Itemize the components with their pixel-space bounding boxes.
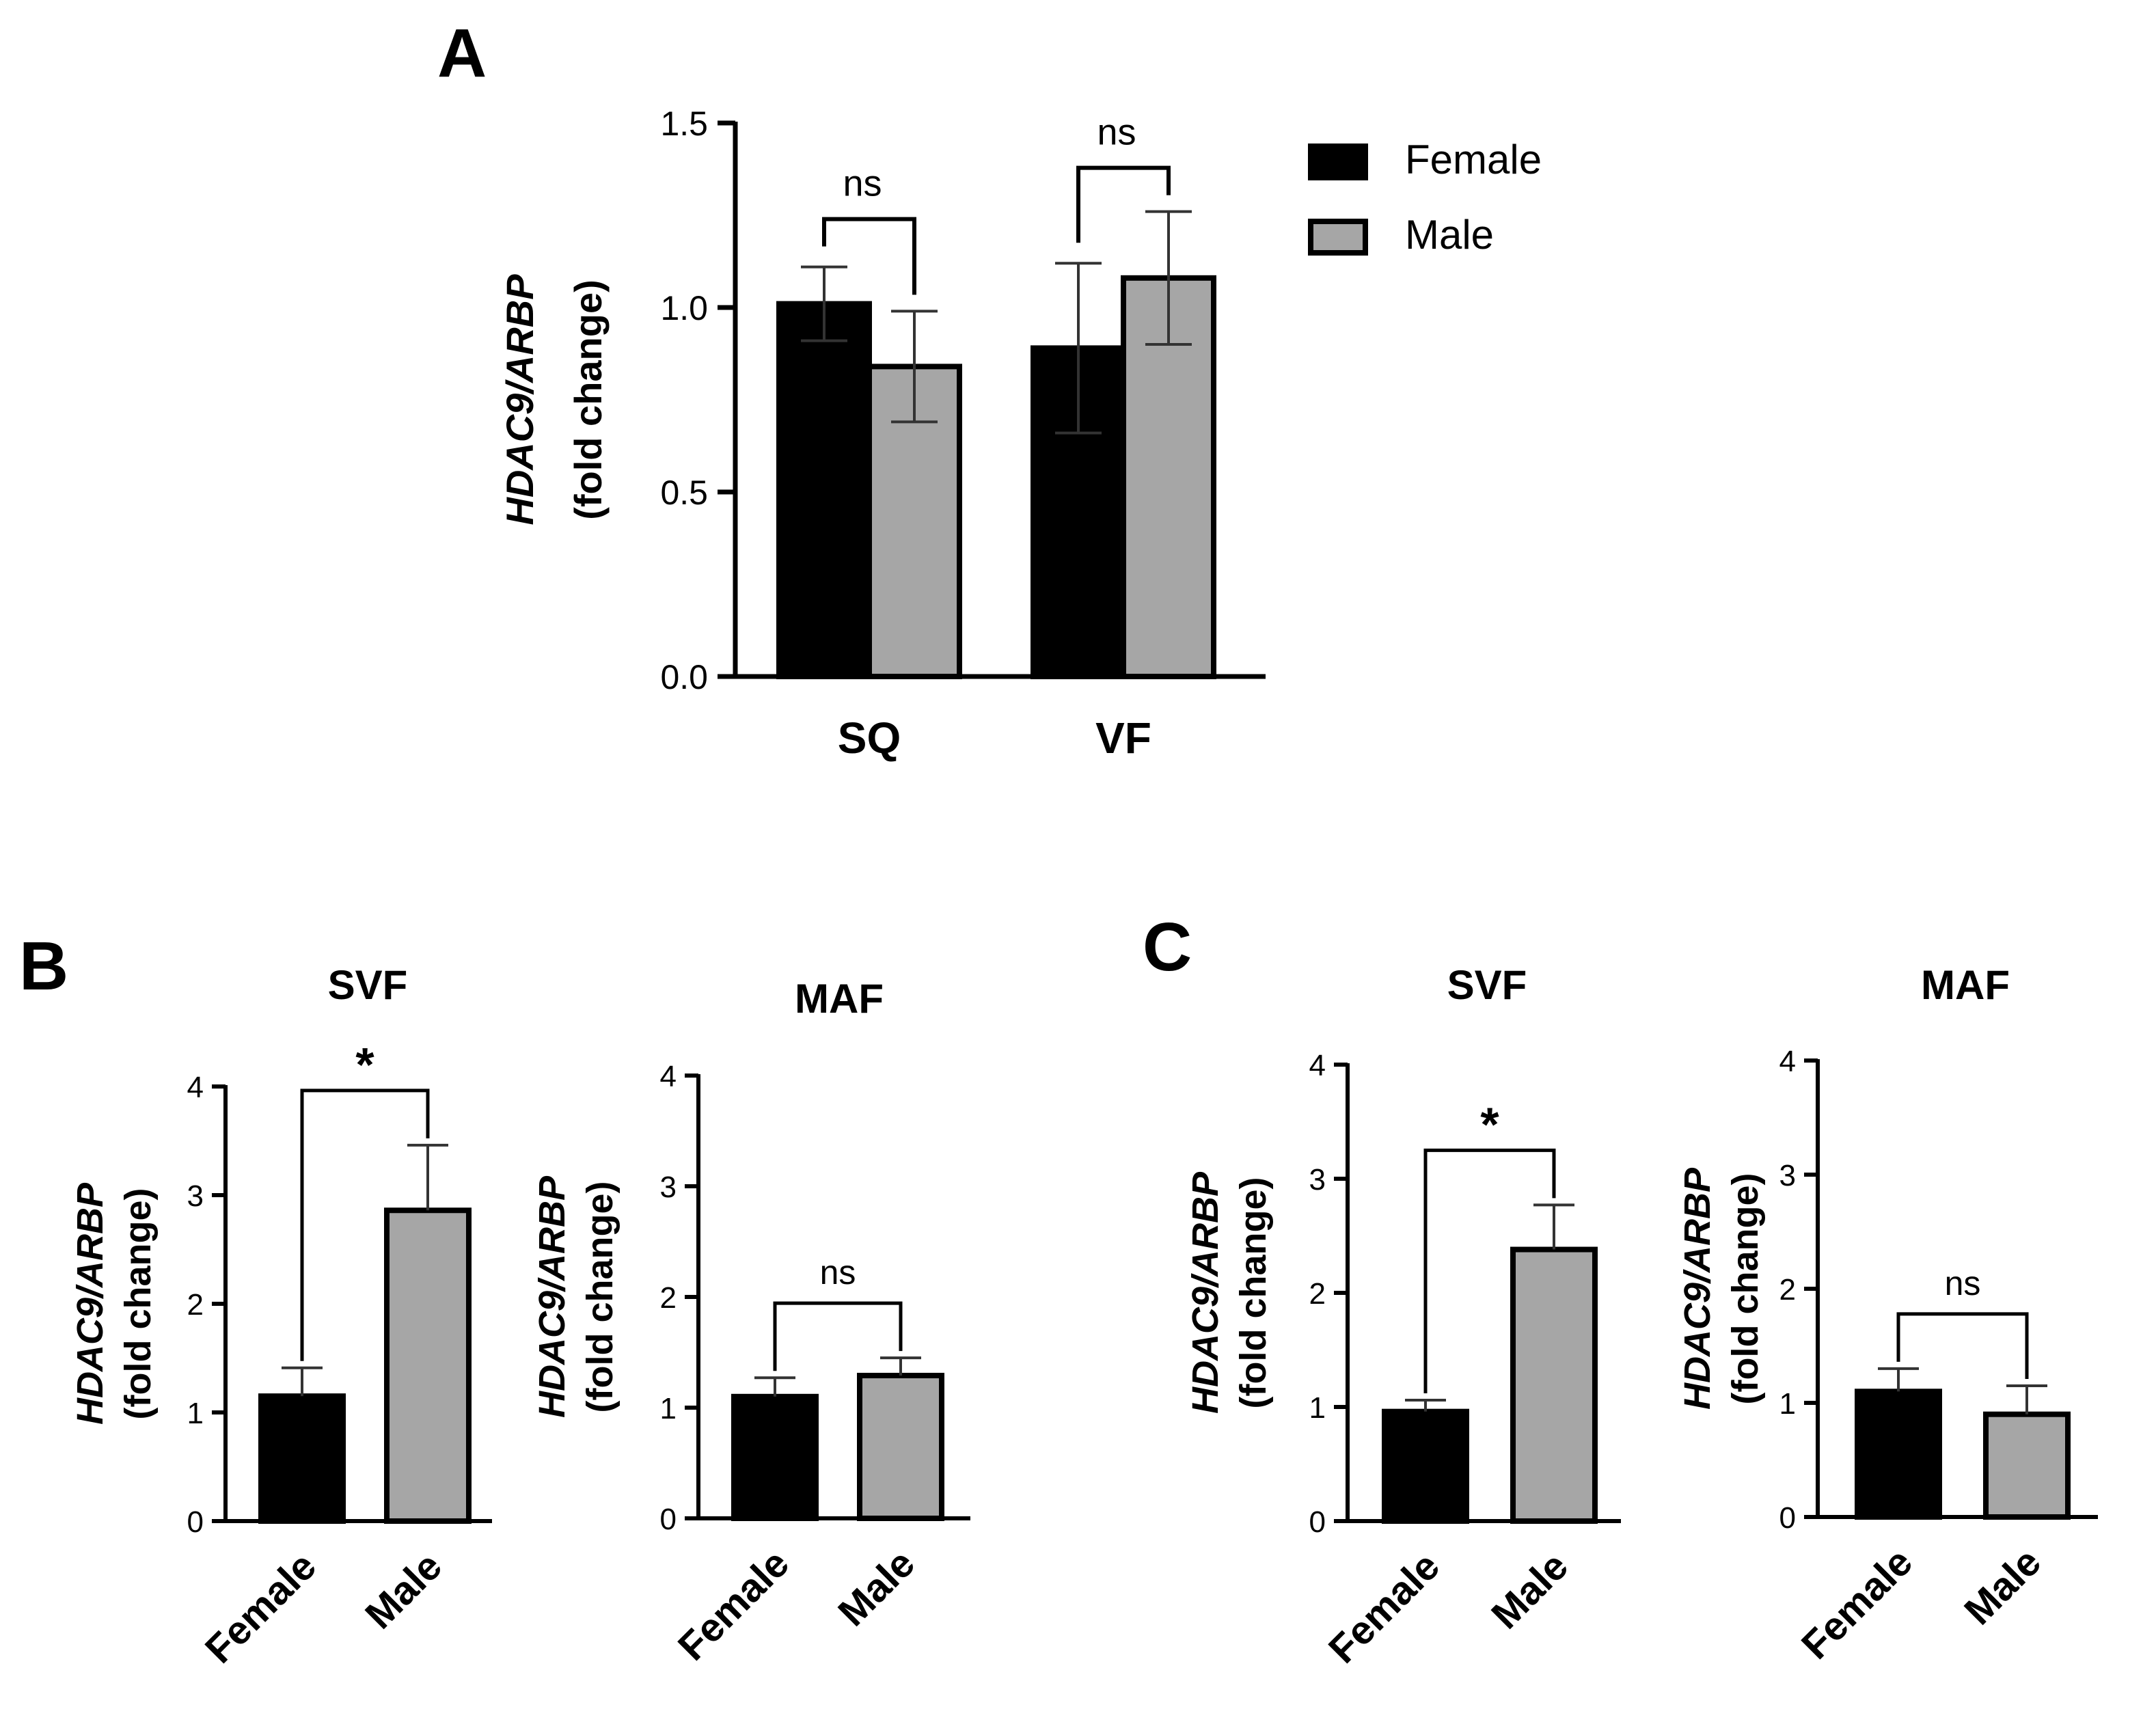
chartB1-y-tick-label: 3 [187,1179,204,1213]
chartB2-title: MAF [795,976,884,1022]
chartC2-bar-male [1983,1411,2071,1520]
chartB1-y-tick-label: 2 [187,1288,204,1322]
panel-letter-b: B [19,928,68,1004]
chartC1-y-tick-label: 2 [1309,1277,1326,1311]
chartC1-bar-male [1510,1246,1598,1525]
chartC1-x-tick-label: Female [1320,1544,1448,1671]
legend-label-male: Male [1405,212,1494,258]
chart-b-maf: MAF 0 1 2 3 4 HDAC9/ARBP (fold change) Female Mal… [532,976,970,1669]
chartC2-y-tick-label: 1 [1779,1387,1796,1421]
chartC1-significance-label: * [1480,1097,1499,1151]
legend-swatch-male [1308,219,1368,256]
chartB1-x-tick-label: Male [357,1544,450,1637]
chartB2-y-tick-label: 0 [660,1503,677,1536]
chart-a-significance-label: ns [843,163,882,204]
chartB1-bar-female [258,1393,346,1525]
chartB1-significance-label: * [355,1038,374,1091]
chartC1-y-label-unit: (fold change) [1233,1177,1274,1409]
chartB2-y-tick-label: 4 [660,1060,677,1093]
chart-a-bar-female-sq [776,301,872,680]
chartC2-significance-label: ns [1945,1264,1981,1302]
chartB2-x-tick-label: Male [830,1541,923,1635]
chartC2-significance-bracket [1896,1312,2029,1379]
chartB2-x-tick-label: Female [670,1541,797,1669]
chart-a-y-tick-label: 1.0 [660,289,708,327]
chartB1-x-tick-label: Female [197,1544,325,1671]
chartC1-significance-bracket [1423,1148,1556,1393]
chartB1-title: SVF [328,962,408,1008]
chartB1-y-tick-label: 4 [187,1071,204,1104]
chartB2-bar-female [731,1393,819,1522]
panel-letter-a: A [437,15,487,92]
chartC2-y-tick-label: 2 [1779,1273,1796,1307]
chartC2-title: MAF [1921,962,2010,1008]
chartC2-bar-female [1855,1389,1942,1520]
chartC2-y-tick-label: 3 [1779,1159,1796,1192]
chart-a-y-label-gene: HDAC9/ARBP [498,274,541,525]
chartB2-significance-label: ns [820,1253,856,1291]
chartB1-significance-bracket [300,1089,430,1361]
chartB1-y-label-unit: (fold change) [118,1188,159,1420]
legend-swatch-female [1308,143,1368,180]
legend-label-female: Female [1405,137,1542,182]
chart-a-significance-label: ns [1097,112,1136,153]
panel-letter-c: C [1143,909,1192,985]
chart-a-y-tick-label: 0.0 [660,658,708,696]
chartB2-y-tick-label: 2 [660,1281,677,1315]
chartB2-y-tick-label: 3 [660,1171,677,1204]
chartC1-x-tick-label: Male [1483,1544,1577,1637]
chart-b-svf: SVF 0 1 2 3 4 HDAC9/ARBP (fold change) Female Mal… [70,962,492,1672]
chart-a-y-tick-label: 1.5 [660,105,708,143]
chartB2-bar-male [857,1373,944,1522]
chartB2-y-label-gene: HDAC9/ARBP [532,1175,573,1418]
chart-a: 0.0 0.5 1.0 1.5 HDAC9/ARBP (fold change) SQ ns V… [498,105,1266,763]
chartC2-y-label-unit: (fold change) [1725,1173,1766,1405]
chartB1-y-tick-label: 1 [187,1397,204,1430]
chartB2-y-tick-label: 1 [660,1392,677,1425]
chartC2-x-tick-label: Female [1793,1540,1921,1667]
chart-a-x-tick-label: VF [1095,713,1151,763]
chartB2-y-label-unit: (fold change) [579,1181,620,1413]
chart-a-y-label-unit: (fold change) [567,279,610,520]
chartC1-y-tick-label: 3 [1309,1163,1326,1197]
chartC2-y-label-gene: HDAC9/ARBP [1677,1167,1718,1410]
chartC1-y-tick-label: 1 [1309,1391,1326,1425]
chart-a-y-tick-label: 0.5 [660,474,708,512]
chart-a-significance-bracket [1076,165,1171,243]
chartC2-y-tick-label: 4 [1779,1045,1796,1078]
chartC1-bar-female [1382,1408,1469,1524]
chartC2-y-tick-label: 0 [1779,1501,1796,1535]
chart-c-maf: MAF 0 1 2 3 4 HDAC9/ARBP (fold change) Female Mal… [1677,962,2098,1668]
chartC1-title: SVF [1447,962,1527,1008]
chart-a-significance-bracket [822,217,916,295]
chartB2-significance-bracket [773,1301,903,1371]
chartB1-y-label-gene: HDAC9/ARBP [70,1182,111,1425]
chart-a-x-tick-label: SQ [838,713,901,763]
chartC2-x-tick-label: Male [1956,1540,2049,1633]
chartC1-y-label-gene: HDAC9/ARBP [1185,1171,1226,1414]
chart-a-legend: Female Male [1308,137,1542,258]
chartB1-y-tick-label: 0 [187,1505,204,1539]
chartB1-bar-male [384,1207,472,1524]
chart-c-svf: SVF 0 1 2 3 4 HDAC9/ARBP (fold change) Female Mal… [1185,962,1621,1672]
chartC1-y-tick-label: 0 [1309,1505,1326,1539]
chartC1-y-tick-label: 4 [1309,1049,1326,1082]
